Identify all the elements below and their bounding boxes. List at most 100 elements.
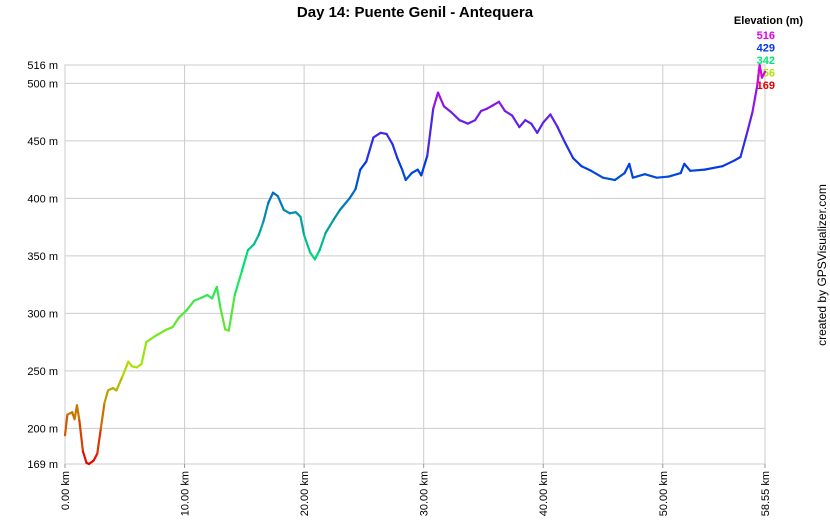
elevation-line [252,234,260,246]
elevation-line [372,131,382,139]
elevation-line [401,168,407,182]
elevation-line [497,100,507,113]
elevation-line [485,104,495,110]
y-tick-label: 350 m [27,251,58,263]
elevation-line [442,105,453,114]
elevation-line [404,171,413,182]
elevation-line [683,162,692,172]
elevation-line [193,296,204,302]
elevation-line [153,328,168,338]
elevation-line [299,215,306,237]
elevation-line [267,191,275,205]
elevation-line [410,168,419,175]
elevation-line [542,113,552,124]
elevation-line [503,109,514,117]
elevation-line [643,173,658,179]
elevation-line [689,168,706,172]
legend-value: 342 [757,55,775,67]
elevation-line [432,91,440,110]
elevation-line [354,168,362,191]
legend-value: 516 [757,30,775,42]
elevation-line [359,160,368,171]
elevation-line [751,84,759,114]
elevation-line [121,360,130,378]
elevation-line [631,173,646,179]
elevation-line [332,208,342,221]
y-tick-label: 169 m [27,459,58,471]
elevation-line [703,165,724,171]
elevation-line [177,308,189,320]
y-tick-label: 250 m [27,366,58,378]
elevation-line [171,316,180,329]
elevation-line [313,249,321,261]
chart-title: Day 14: Puente Genil - Antequera [297,4,534,21]
elevation-line [396,157,404,171]
elevation-line [365,136,375,163]
credit: created by GPSVisualizer.com [815,184,829,346]
elevation-line [511,114,521,129]
y-tick-label: 450 m [27,136,58,148]
elevation-line [96,427,102,455]
x-tick-label: 20.00 km [299,471,311,516]
elevation-line [589,169,605,179]
elevation-line [536,121,545,134]
elevation-line [318,231,327,252]
elevation-line [145,335,156,344]
elevation-line [450,111,461,122]
elevation-line [458,119,470,125]
elevation-line [518,119,527,129]
elevation-line [760,70,767,79]
y-tick-label: 200 m [27,423,58,435]
y-tick-label: 300 m [27,308,58,320]
elevation-line [524,119,533,125]
x-tick-label: 10.00 km [180,471,192,516]
elevation-line [613,171,626,182]
elevation-line [745,111,754,137]
elevation-line [549,113,559,129]
elevation-line [473,109,483,122]
elevation-line [758,63,764,79]
elevation-line [628,162,634,179]
legend-title: Elevation (m) [734,15,803,27]
x-tick-label: 30.00 km [419,471,431,516]
elevation-line [75,404,81,422]
elevation-line [324,217,336,234]
elevation-line [601,176,617,182]
elevation-line [530,122,539,134]
elevation-line [240,249,250,272]
y-tick-label: 516 m [27,60,58,72]
elevation-line [739,134,748,159]
elevation-line [572,157,583,168]
elevation-line [391,143,399,160]
elevation-line [563,140,575,160]
legend-value: 429 [757,43,775,55]
y-tick-label: 400 m [27,193,58,205]
elevation-line [679,162,686,175]
elevation-line [276,194,285,211]
elevation-line [246,243,255,252]
elevation-line [99,401,106,430]
elevation-line [227,293,236,332]
elevation-line [219,306,227,331]
elevation-line [420,154,429,177]
elevation-line [348,188,357,200]
elevation-line [338,197,351,211]
elevation-line [623,162,631,175]
elevation-line [303,234,312,254]
elevation-line [233,269,244,297]
x-tick-label: 50.00 km [658,471,670,516]
elevation-line [103,389,110,405]
legend-value: 169 [757,80,775,92]
elevation-line [667,171,682,178]
elevation-line [262,201,270,223]
elevation-line [294,211,302,218]
elevation-line [185,299,196,312]
elevation-line [436,91,446,108]
elevation-line [210,285,218,300]
x-tick-label: 58.55 km [760,471,772,516]
elevation-line [257,220,265,237]
elevation-line [63,413,69,437]
x-tick-label: 40.00 km [538,471,550,516]
elevation-line [115,375,124,392]
